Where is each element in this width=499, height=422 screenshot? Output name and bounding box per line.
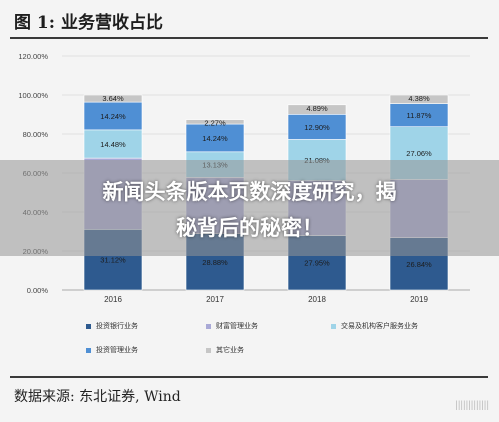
data-label: 31.12% — [100, 256, 126, 265]
bar-segment — [83, 94, 143, 103]
legend-label: 交易及机构客户服务业务 — [341, 323, 418, 330]
overlay-headline-line2[interactable]: 秘背后的秘密！ — [176, 217, 323, 240]
legend-item: 财富管理业务 — [206, 321, 258, 331]
y-tick-label: 120.00% — [18, 52, 48, 61]
legend-swatch — [86, 347, 91, 353]
legend-swatch — [86, 323, 91, 329]
x-tick-label: 2019 — [410, 295, 428, 304]
legend-item: 交易及机构客户服务业务 — [331, 321, 418, 331]
data-label: 27.06% — [406, 149, 432, 158]
x-tick-label: 2018 — [308, 295, 326, 304]
y-tick-label: 80.00% — [23, 130, 49, 139]
bar-segment — [185, 123, 245, 153]
legend-swatch — [206, 323, 211, 329]
x-tick-label: 2017 — [206, 295, 224, 304]
x-tick-label: 2016 — [104, 295, 122, 304]
legend-label: 投资管理业务 — [96, 347, 138, 354]
data-label: 11.87% — [407, 111, 432, 120]
legend-item: 投资银行业务 — [86, 321, 138, 331]
bar-segment — [287, 114, 347, 140]
bottom-rule — [10, 376, 488, 378]
bar-segment — [389, 94, 449, 104]
legend-label: 其它业务 — [216, 347, 244, 354]
data-label: 12.90% — [304, 123, 330, 132]
legend-swatch — [331, 323, 336, 329]
bar-segment — [287, 104, 347, 115]
data-label: 3.64% — [102, 94, 124, 103]
source-note: 数据来源: 东北证券, Wind — [14, 389, 181, 405]
data-label: 26.84% — [406, 260, 432, 269]
top-rule — [10, 37, 488, 39]
bar-segment — [185, 119, 245, 125]
legend-item: 其它业务 — [206, 345, 244, 355]
data-label: 14.24% — [100, 112, 126, 121]
legend-swatch — [206, 347, 211, 353]
y-tick-label: 100.00% — [18, 91, 48, 100]
data-label: 4.38% — [408, 94, 430, 103]
legend-label: 财富管理业务 — [216, 323, 258, 330]
data-label: 14.24% — [202, 134, 228, 143]
data-label: 14.48% — [100, 140, 126, 149]
figure-title: 图 1: 业务营收占比 — [14, 13, 163, 33]
legend-item: 投资管理业务 — [86, 345, 138, 355]
watermark: ||||||||||||| — [455, 400, 489, 411]
overlay-headline-line1[interactable]: 新闻头条版本页数深度研究，揭 — [102, 181, 397, 204]
overlay-band — [0, 160, 499, 256]
data-label: 28.88% — [202, 258, 228, 267]
bar-segment — [83, 101, 143, 131]
bar-segment — [83, 129, 143, 159]
data-label: 4.89% — [306, 104, 328, 113]
legend-label: 投资银行业务 — [96, 323, 138, 330]
y-tick-label: 0.00% — [27, 286, 49, 295]
data-label: 2.27% — [204, 119, 226, 128]
data-label: 27.95% — [304, 259, 330, 268]
